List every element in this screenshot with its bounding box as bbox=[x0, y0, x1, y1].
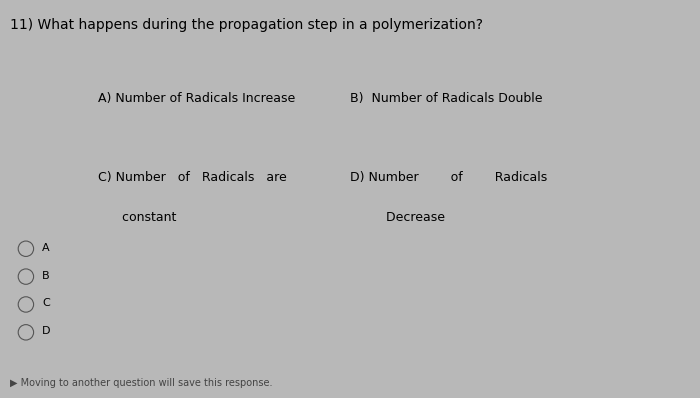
Text: 11) What happens during the propagation step in a polymerization?: 11) What happens during the propagation … bbox=[10, 18, 484, 32]
Text: D: D bbox=[42, 326, 50, 336]
Text: B)  Number of Radicals Double: B) Number of Radicals Double bbox=[350, 92, 542, 105]
Text: A) Number of Radicals Increase: A) Number of Radicals Increase bbox=[98, 92, 295, 105]
Text: D) Number        of        Radicals: D) Number of Radicals bbox=[350, 171, 547, 184]
Text: constant: constant bbox=[98, 211, 176, 224]
Text: A: A bbox=[42, 243, 50, 253]
Text: C: C bbox=[42, 298, 50, 308]
Text: C) Number   of   Radicals   are: C) Number of Radicals are bbox=[98, 171, 287, 184]
Text: ▶ Moving to another question will save this response.: ▶ Moving to another question will save t… bbox=[10, 378, 273, 388]
Text: B: B bbox=[42, 271, 50, 281]
Text: Decrease: Decrease bbox=[350, 211, 445, 224]
